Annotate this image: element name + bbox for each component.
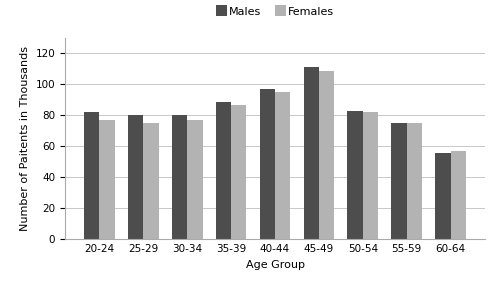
Bar: [260, 89, 275, 239]
Bar: [187, 120, 202, 239]
Bar: [172, 115, 187, 239]
Bar: [435, 153, 450, 239]
X-axis label: Age Group: Age Group: [246, 260, 304, 270]
Bar: [231, 105, 246, 239]
Bar: [348, 111, 363, 239]
Bar: [450, 151, 466, 239]
Bar: [84, 112, 100, 239]
Y-axis label: Number of Paitents in Thousands: Number of Paitents in Thousands: [20, 46, 30, 231]
Legend: Males, Females: Males, Females: [216, 7, 334, 17]
Bar: [216, 102, 231, 239]
Bar: [128, 115, 144, 239]
Bar: [406, 123, 422, 239]
Bar: [275, 92, 290, 239]
Bar: [392, 123, 406, 239]
Bar: [144, 123, 158, 239]
Bar: [304, 67, 319, 239]
Bar: [100, 120, 115, 239]
Bar: [319, 70, 334, 239]
Bar: [363, 112, 378, 239]
